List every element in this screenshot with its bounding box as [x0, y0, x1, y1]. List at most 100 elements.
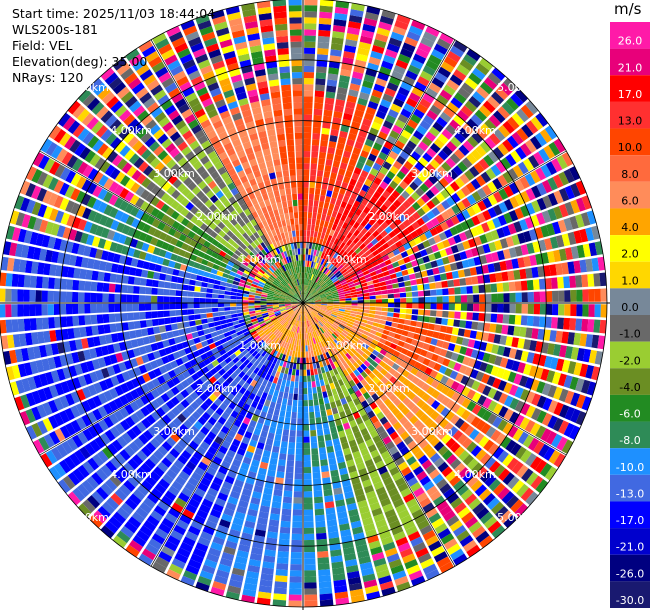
- range-gate: [378, 21, 392, 31]
- range-gate: [146, 215, 156, 226]
- range-gate: [356, 381, 364, 390]
- range-gate: [227, 274, 235, 281]
- range-gate: [314, 256, 318, 263]
- range-gate: [274, 322, 281, 328]
- range-gate: [280, 292, 287, 296]
- range-gate: [294, 381, 299, 388]
- range-gate: [381, 242, 390, 250]
- range-gate: [321, 283, 328, 289]
- range-gate: [453, 502, 467, 514]
- range-gate: [525, 491, 539, 506]
- range-gate: [558, 304, 565, 316]
- range-gate: [362, 343, 370, 350]
- range-gate: [274, 433, 282, 442]
- range-gate: [145, 311, 152, 319]
- range-gate: [278, 453, 287, 461]
- range-gate: [238, 318, 246, 324]
- range-gate: [361, 266, 368, 273]
- range-gate: [403, 175, 413, 186]
- range-gate: [333, 444, 342, 452]
- range-gate: [136, 337, 145, 347]
- range-gate: [396, 441, 407, 451]
- range-gate: [201, 456, 212, 466]
- range-gate: [345, 224, 353, 232]
- range-gate: [286, 460, 295, 467]
- range-gate: [314, 496, 324, 504]
- range-gate: [338, 294, 346, 298]
- range-gate: [397, 482, 409, 493]
- range-gate: [333, 306, 340, 309]
- range-gate: [426, 330, 434, 338]
- range-gate: [339, 411, 347, 419]
- range-gate: [551, 158, 563, 173]
- range-gate: [367, 153, 377, 162]
- range-gate: [309, 273, 313, 280]
- range-gate: [349, 226, 357, 234]
- range-gate: [303, 254, 306, 261]
- range-gate: [116, 436, 128, 448]
- range-gate: [464, 169, 475, 181]
- range-gate: [331, 290, 338, 294]
- range-gate: [230, 295, 237, 300]
- range-gate: [229, 329, 237, 335]
- range-gate: [41, 234, 51, 248]
- range-gate: [341, 348, 348, 355]
- range-gate: [315, 514, 325, 522]
- range-gate: [464, 425, 475, 437]
- range-gate: [257, 339, 265, 346]
- range-gate: [256, 597, 271, 606]
- range-gate: [514, 245, 523, 257]
- range-gate: [382, 344, 390, 352]
- range-gate: [148, 262, 157, 271]
- range-gate: [509, 303, 516, 314]
- range-gate: [353, 221, 360, 229]
- range-gate: [273, 293, 280, 297]
- range-gate: [410, 536, 424, 547]
- range-gate: [417, 315, 424, 322]
- range-gate: [392, 261, 400, 268]
- range-gate: [294, 307, 300, 313]
- range-gate: [214, 259, 222, 266]
- range-gate: [326, 513, 337, 521]
- range-gate: [557, 276, 565, 289]
- range-gate: [230, 364, 239, 372]
- range-gate: [341, 283, 349, 288]
- range-gate: [487, 387, 498, 399]
- range-gate: [179, 264, 188, 272]
- range-gate: [581, 195, 592, 210]
- range-gate: [591, 257, 600, 272]
- range-gate: [136, 450, 148, 462]
- range-gate: [423, 114, 435, 126]
- range-gate: [428, 126, 441, 138]
- range-gate: [303, 193, 309, 200]
- range-gate: [435, 192, 446, 203]
- range-gate: [303, 187, 309, 194]
- range-gate: [466, 285, 473, 294]
- range-gate: [444, 229, 453, 239]
- range-gate: [104, 377, 114, 389]
- range-gate: [439, 177, 449, 188]
- range-gate: [487, 181, 498, 193]
- range-gate: [306, 314, 309, 321]
- range-gate: [446, 50, 461, 63]
- range-gate: [273, 593, 287, 601]
- range-gate: [309, 280, 313, 287]
- range-gate: [276, 358, 281, 366]
- range-gate: [552, 417, 564, 432]
- range-gate: [556, 155, 568, 170]
- range-gate: [372, 434, 382, 444]
- range-gate: [363, 303, 370, 307]
- range-gate: [285, 466, 294, 473]
- range-gate: [316, 212, 322, 220]
- range-gate: [292, 312, 297, 319]
- range-gate: [163, 317, 171, 325]
- range-gate: [436, 203, 446, 213]
- range-gate: [6, 334, 15, 349]
- range-gate: [40, 453, 53, 468]
- range-gate: [437, 461, 449, 473]
- range-gate: [257, 355, 264, 362]
- range-gate: [536, 410, 547, 424]
- range-gate: [341, 118, 351, 127]
- range-gate: [286, 316, 292, 322]
- range-gate: [263, 359, 270, 367]
